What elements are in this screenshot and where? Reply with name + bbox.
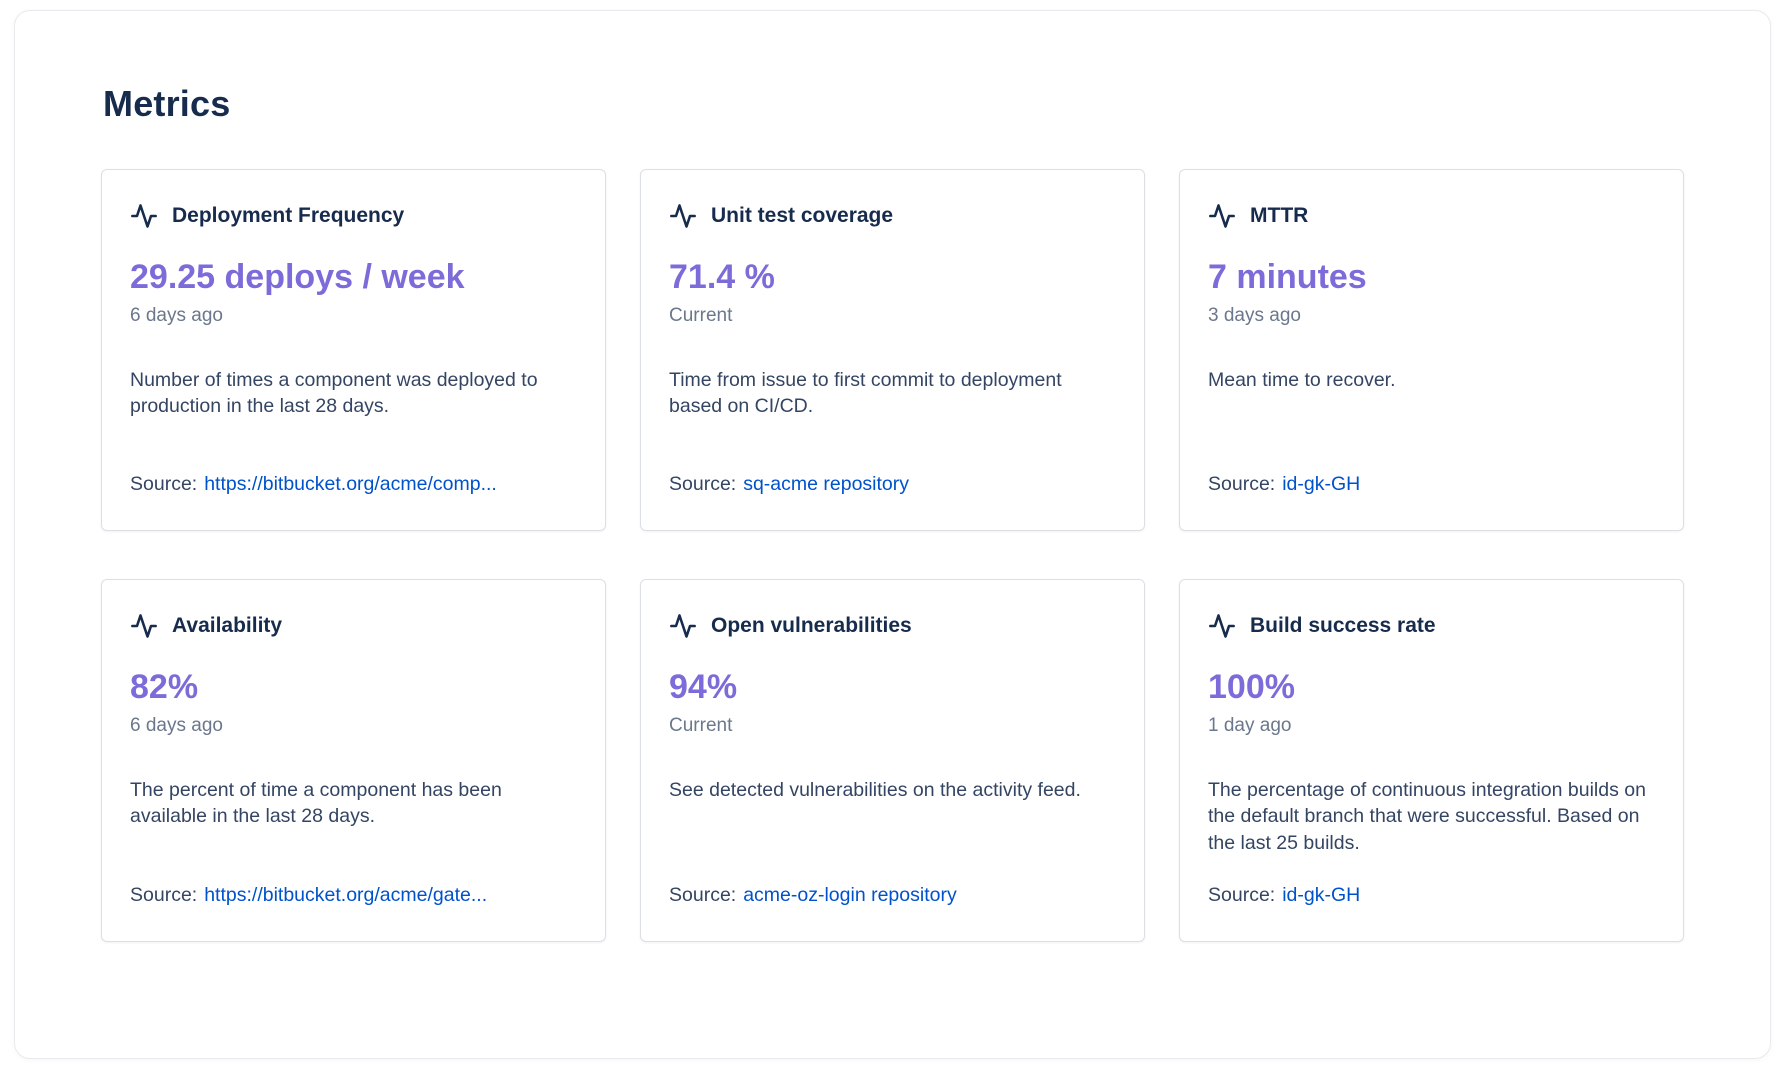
page-title: Metrics [103, 83, 231, 124]
metric-card-build-success-rate: Build success rate 100% 1 day ago The pe… [1179, 579, 1684, 943]
metric-value: 29.25 deploys / week [130, 258, 465, 296]
activity-pulse-icon [669, 202, 697, 230]
metric-description: The percentage of continuous integration… [1208, 779, 1646, 854]
card-header: MTTR [1208, 202, 1655, 230]
metric-source-row: Source: https://bitbucket.org/acme/comp.… [130, 445, 577, 496]
activity-pulse-icon [1208, 612, 1236, 640]
metric-title: Build success rate [1250, 614, 1436, 637]
activity-pulse-icon [130, 202, 158, 230]
source-link[interactable]: https://bitbucket.org/acme/comp... [204, 473, 497, 495]
metric-title: Availability [172, 614, 283, 637]
source-label: Source: [669, 884, 737, 907]
source-label: Source: [130, 884, 198, 907]
metric-title: Deployment Frequency [172, 204, 405, 227]
metric-card-open-vulnerabilities: Open vulnerabilities 94% Current See det… [640, 579, 1145, 943]
source-label: Source: [1208, 884, 1276, 907]
source-label: Source: [669, 473, 737, 495]
source-link[interactable]: sq-acme repository [743, 473, 910, 495]
metrics-grid: Deployment Frequency 29.25 deploys / wee… [15, 169, 1770, 1002]
metric-source-row: Source: sq-acme repository [669, 445, 1116, 496]
metric-value: 7 minutes [1208, 258, 1367, 296]
card-header: Unit test coverage [669, 202, 1116, 230]
metric-source-row: Source: https://bitbucket.org/acme/gate.… [130, 856, 577, 907]
metric-value: 82% [130, 668, 199, 706]
metric-title: Open vulnerabilities [711, 614, 912, 637]
metric-description: Mean time to recover. [1208, 369, 1396, 392]
source-link[interactable]: id-gk-GH [1282, 473, 1361, 495]
metric-timestamp: 1 day ago [1208, 715, 1292, 737]
metric-title: MTTR [1250, 204, 1309, 227]
source-label: Source: [130, 473, 198, 495]
source-link[interactable]: acme-oz-login repository [743, 884, 957, 907]
metric-value: 94% [669, 668, 738, 706]
source-label: Source: [1208, 473, 1276, 495]
metric-description: Number of times a component was deployed… [130, 369, 538, 418]
metric-card-availability: Availability 82% 6 days ago The percent … [101, 579, 606, 943]
card-header: Deployment Frequency [130, 202, 577, 230]
metric-source-row: Source: id-gk-GH [1208, 445, 1655, 496]
source-link[interactable]: id-gk-GH [1282, 884, 1361, 907]
metric-source-row: Source: id-gk-GH [1208, 856, 1655, 907]
metric-description: The percent of time a component has been… [130, 779, 502, 828]
metric-timestamp: Current [669, 305, 733, 327]
metric-timestamp: 3 days ago [1208, 305, 1301, 327]
metric-description: See detected vulnerabilities on the acti… [669, 779, 1081, 802]
metrics-panel: Metrics Deployment Frequency 29.25 deplo… [14, 10, 1771, 1059]
metric-value: 71.4 % [669, 258, 775, 296]
activity-pulse-icon [1208, 202, 1236, 230]
source-link[interactable]: https://bitbucket.org/acme/gate... [204, 884, 488, 907]
metric-title: Unit test coverage [711, 204, 894, 227]
activity-pulse-icon [669, 612, 697, 640]
metric-card-mttr: MTTR 7 minutes 3 days ago Mean time to r… [1179, 169, 1684, 531]
metric-description: Time from issue to first commit to deplo… [669, 369, 1062, 418]
card-header: Open vulnerabilities [669, 612, 1116, 640]
metric-timestamp: 6 days ago [130, 715, 223, 737]
metric-value: 100% [1208, 668, 1295, 706]
metric-card-unit-test-coverage: Unit test coverage 71.4 % Current Time f… [640, 169, 1145, 531]
metric-timestamp: Current [669, 715, 733, 737]
metric-card-deployment-frequency: Deployment Frequency 29.25 deploys / wee… [101, 169, 606, 531]
metric-source-row: Source: acme-oz-login repository [669, 856, 1116, 907]
card-header: Availability [130, 612, 577, 640]
activity-pulse-icon [130, 612, 158, 640]
metric-timestamp: 6 days ago [130, 305, 223, 327]
card-header: Build success rate [1208, 612, 1655, 640]
